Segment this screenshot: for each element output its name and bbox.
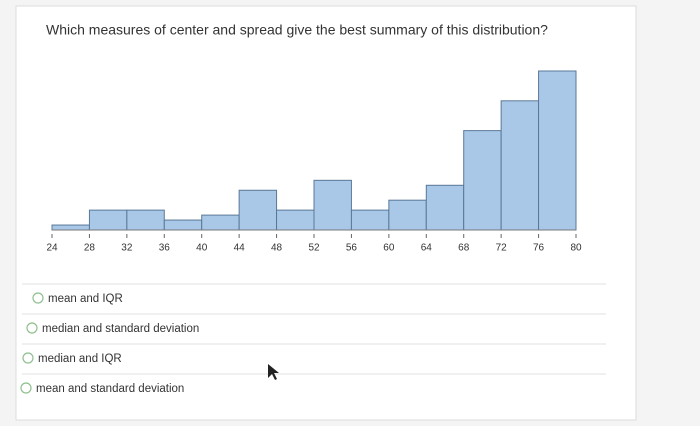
bar (500, 100, 540, 231)
x-tick-label: 80 (570, 243, 582, 254)
option-label[interactable]: median and standard deviation (42, 323, 199, 335)
bar (425, 184, 465, 231)
bar (126, 209, 165, 231)
x-tick-label: 56 (346, 243, 358, 254)
bar (51, 224, 90, 231)
x-tick-label: 76 (533, 243, 545, 254)
radio-button[interactable] (26, 322, 38, 334)
bar (201, 214, 240, 231)
x-tick-label: 68 (458, 243, 470, 254)
options: mean and IQR median and standard deviatio… (20, 283, 606, 395)
x-tick-label: 44 (234, 243, 246, 254)
x-tick-label: 32 (121, 243, 133, 254)
x-tick-label: 52 (308, 243, 320, 254)
cursor (268, 364, 279, 380)
bar (238, 189, 278, 231)
x-tick-label: 24 (46, 243, 58, 254)
radio-button[interactable] (20, 382, 32, 394)
question: Which measures of center and spread give… (46, 22, 548, 38)
x-tick-label: 48 (271, 243, 283, 254)
bar (350, 209, 390, 231)
bar (388, 199, 427, 231)
x-tick-label: 28 (84, 243, 96, 254)
histogram: 24 28 32 36 40 44 48 52 56 60 64 68 72 76 80 (46, 70, 582, 254)
bar (538, 70, 577, 231)
bar (88, 209, 128, 231)
bar (313, 179, 352, 231)
bar (276, 209, 315, 231)
option-label[interactable]: median and IQR (38, 353, 122, 365)
x-tick-label: 40 (196, 243, 208, 254)
x-tick-label: 60 (383, 243, 395, 254)
x-tick-label: 72 (496, 243, 508, 254)
radio-button[interactable] (32, 292, 44, 304)
radio-button[interactable] (22, 352, 34, 364)
bar (163, 219, 203, 231)
option-label[interactable]: mean and standard deviation (36, 383, 184, 395)
x-tick-label: 64 (421, 243, 433, 254)
bar (463, 130, 502, 231)
option-label[interactable]: mean and IQR (48, 293, 123, 305)
x-tick-label: 36 (159, 243, 171, 254)
